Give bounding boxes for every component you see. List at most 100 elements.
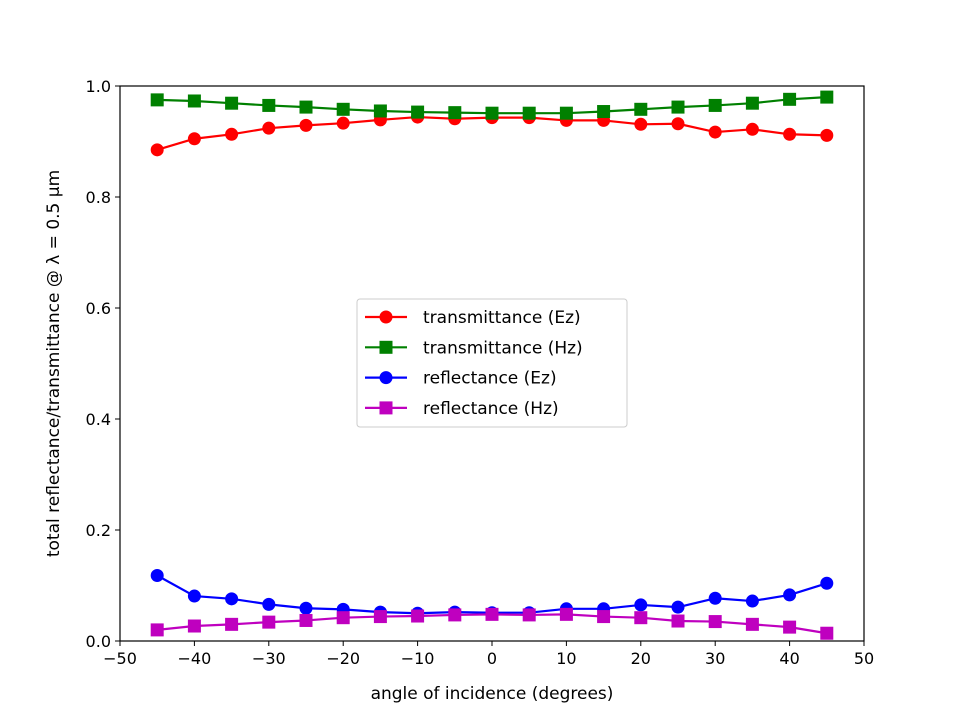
legend-label: transmittance (Hz) <box>423 338 583 358</box>
data-point <box>262 121 276 135</box>
data-point <box>225 617 239 631</box>
x-axis: −50 −40 −30 −20 −10 0 10 20 30 40 50 <box>103 641 874 668</box>
data-point <box>336 102 350 116</box>
legend-box <box>356 298 628 428</box>
legend-marker <box>379 340 393 354</box>
data-point <box>150 569 164 583</box>
legend-marker <box>379 401 393 415</box>
x-tick-label: 40 <box>779 649 799 668</box>
data-point <box>522 608 536 622</box>
legend-item: transmittance (Hz) <box>365 338 583 358</box>
data-point <box>336 116 350 130</box>
data-point <box>187 132 201 146</box>
y-tick-label: 0.2 <box>86 521 111 540</box>
data-point <box>708 125 722 139</box>
data-point <box>745 96 759 110</box>
data-point <box>783 620 797 634</box>
series-1 <box>150 90 834 120</box>
data-point <box>485 106 499 120</box>
data-point <box>634 598 648 612</box>
data-point <box>150 623 164 637</box>
legend-marker <box>379 371 393 385</box>
data-point <box>448 608 462 622</box>
y-tick-label: 0.0 <box>86 632 111 651</box>
x-tick-label: 50 <box>854 649 874 668</box>
data-point <box>299 118 313 132</box>
data-point <box>150 93 164 107</box>
data-point <box>783 92 797 106</box>
y-axis: 0.0 0.2 0.4 0.6 0.8 1.0 <box>86 77 120 651</box>
legend-label: reflectance (Hz) <box>423 399 559 419</box>
y-tick-label: 0.6 <box>86 299 111 318</box>
legend: transmittance (Ez) transmittance (Hz) refl… <box>356 298 628 428</box>
data-point <box>411 105 425 119</box>
data-point <box>559 607 573 621</box>
x-tick-label: −30 <box>252 649 286 668</box>
x-tick-label: −50 <box>103 649 137 668</box>
data-point <box>783 588 797 602</box>
data-point <box>745 617 759 631</box>
x-tick-label: 30 <box>705 649 725 668</box>
data-point <box>373 104 387 118</box>
data-point <box>150 143 164 157</box>
data-point <box>634 117 648 131</box>
data-point <box>299 100 313 114</box>
data-point <box>671 614 685 628</box>
data-point <box>559 106 573 120</box>
data-point <box>745 594 759 608</box>
data-point <box>783 127 797 141</box>
data-point <box>820 626 834 640</box>
data-point <box>373 610 387 624</box>
y-tick-label: 0.8 <box>86 188 111 207</box>
x-tick-label: −20 <box>326 649 360 668</box>
data-point <box>634 102 648 116</box>
legend-label: reflectance (Ez) <box>423 369 557 389</box>
data-point <box>820 576 834 590</box>
data-point <box>262 615 276 629</box>
y-tick-label: 0.4 <box>86 410 111 429</box>
data-point <box>187 94 201 108</box>
data-point <box>187 619 201 633</box>
data-point <box>187 589 201 603</box>
data-point <box>336 611 350 625</box>
data-point <box>597 610 611 624</box>
data-point <box>225 592 239 606</box>
data-point <box>411 609 425 623</box>
data-point <box>820 90 834 104</box>
x-axis-label: angle of incidence (degrees) <box>371 684 614 704</box>
data-point <box>671 600 685 614</box>
data-point <box>225 96 239 110</box>
data-point <box>634 611 648 625</box>
data-point <box>820 128 834 142</box>
x-tick-label: 10 <box>556 649 576 668</box>
x-tick-label: −10 <box>401 649 435 668</box>
legend-item: transmittance (Ez) <box>365 308 581 328</box>
data-point <box>299 601 313 615</box>
data-point <box>522 106 536 120</box>
data-point <box>671 117 685 131</box>
series-3 <box>150 607 834 640</box>
x-tick-label: −40 <box>178 649 212 668</box>
data-point <box>225 127 239 141</box>
series-layer <box>150 90 834 640</box>
legend-marker <box>379 310 393 324</box>
data-point <box>745 122 759 136</box>
data-point <box>299 613 313 627</box>
data-point <box>485 607 499 621</box>
y-axis-label: total reflectance/transmittance @ λ = 0.… <box>44 170 64 557</box>
x-tick-label: 0 <box>487 649 497 668</box>
legend-item: reflectance (Ez) <box>365 369 557 389</box>
data-point <box>262 597 276 611</box>
legend-item: reflectance (Hz) <box>365 399 559 419</box>
data-point <box>262 98 276 112</box>
legend-label: transmittance (Ez) <box>423 308 581 328</box>
y-tick-label: 1.0 <box>86 77 111 96</box>
data-point <box>671 100 685 114</box>
data-point <box>708 615 722 629</box>
data-point <box>708 98 722 112</box>
data-point <box>708 591 722 605</box>
x-tick-label: 20 <box>631 649 651 668</box>
data-point <box>448 106 462 120</box>
data-point <box>597 105 611 119</box>
